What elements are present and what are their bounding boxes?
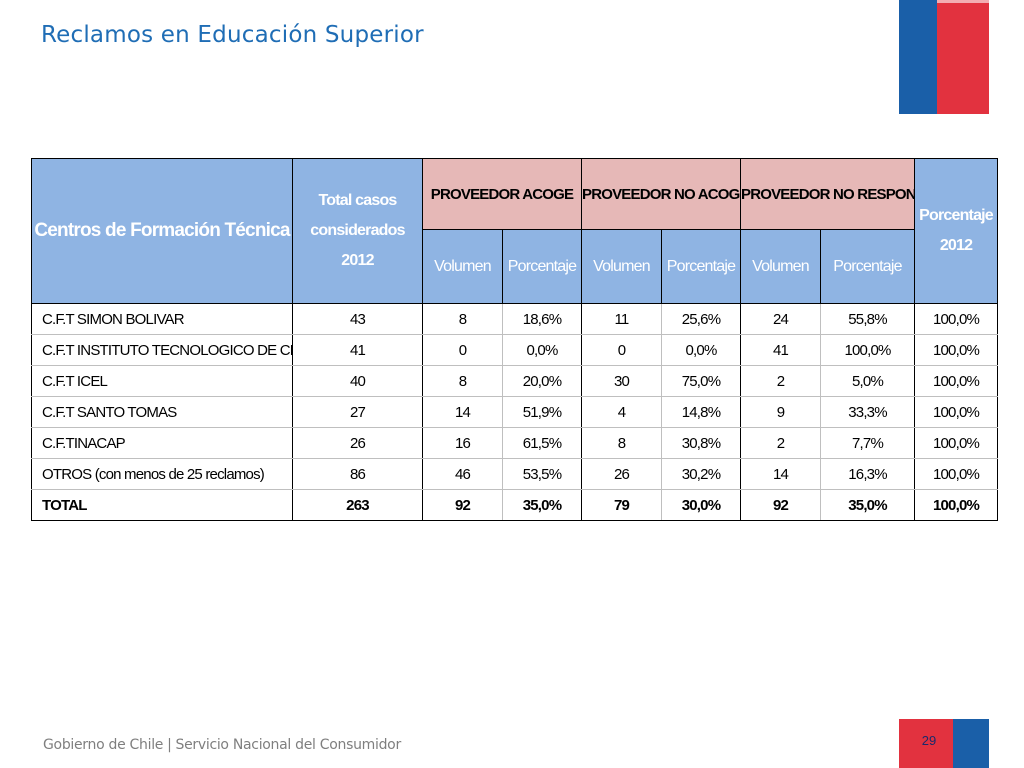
row-name: C.F.T INSTITUTO TECNOLOGICO DE CHILE: [31, 334, 293, 366]
row-acoge-porcentaje: 20,0%: [502, 365, 582, 397]
row-porcentaje-2012: 100,0%: [914, 365, 999, 397]
row-no-responde-porcentaje: 5,0%: [819, 365, 916, 397]
table-row: OTROS (con menos de 25 reclamos) 86 46 5…: [31, 458, 999, 490]
header-proveedor-acoge: PROVEEDOR ACOGE: [422, 158, 582, 230]
row-no-acoge-volumen: 0: [581, 334, 662, 366]
row-porcentaje-2012: 100,0%: [914, 396, 999, 428]
row-porcentaje-2012: 100,0%: [914, 334, 999, 366]
row-acoge-volumen: 8: [422, 303, 503, 335]
complaints-table: Centros de Formación Técnica Total casos…: [31, 158, 999, 521]
row-no-responde-porcentaje: 7,7%: [819, 427, 916, 459]
row-no-responde-porcentaje: 16,3%: [819, 458, 916, 490]
table-row-total: TOTAL 263 92 35,0% 79 30,0% 92 35,0% 100…: [31, 489, 999, 521]
row-acoge-volumen: 0: [422, 334, 503, 366]
header-porcentaje: Porcentaje: [661, 229, 741, 304]
row-no-responde-volumen: 2: [740, 427, 821, 459]
row-name: C.F.T SIMON BOLIVAR: [31, 303, 293, 335]
row-no-responde-volumen: 24: [740, 303, 821, 335]
row-name: TOTAL: [31, 489, 293, 521]
footer-sernac: Servicio Nacional del Consumidor: [175, 737, 402, 753]
row-total: 86: [292, 458, 423, 490]
row-no-responde-volumen: 92: [740, 489, 821, 521]
table-body: C.F.T SIMON BOLIVAR 43 8 18,6% 11 25,6% …: [31, 303, 999, 521]
row-no-acoge-porcentaje: 30,0%: [661, 489, 741, 521]
flag-red-stripe: [937, 0, 989, 114]
table-row: C.F.T ICEL 40 8 20,0% 30 75,0% 2 5,0% 10…: [31, 365, 999, 397]
row-no-acoge-porcentaje: 75,0%: [661, 365, 741, 397]
row-acoge-porcentaje: 53,5%: [502, 458, 582, 490]
row-name: OTROS (con menos de 25 reclamos): [31, 458, 293, 490]
row-acoge-volumen: 8: [422, 365, 503, 397]
row-porcentaje-2012: 100,0%: [914, 489, 999, 521]
row-acoge-volumen: 92: [422, 489, 503, 521]
row-total: 26: [292, 427, 423, 459]
row-no-responde-porcentaje: 33,3%: [819, 396, 916, 428]
row-no-acoge-porcentaje: 0,0%: [661, 334, 741, 366]
row-no-acoge-porcentaje: 25,6%: [661, 303, 741, 335]
footer-separator: |: [167, 737, 172, 753]
footer-gobierno: Gobierno de Chile: [43, 737, 164, 753]
header-centros: Centros de Formación Técnica: [31, 158, 293, 304]
header-volumen: Volumen: [581, 229, 662, 304]
row-no-acoge-volumen: 11: [581, 303, 662, 335]
row-porcentaje-2012: 100,0%: [914, 303, 999, 335]
header-volumen: Volumen: [740, 229, 821, 304]
row-no-acoge-volumen: 26: [581, 458, 662, 490]
row-no-acoge-porcentaje: 30,2%: [661, 458, 741, 490]
header-volumen: Volumen: [422, 229, 503, 304]
header-porcentaje: Porcentaje: [819, 229, 916, 304]
row-no-responde-porcentaje: 55,8%: [819, 303, 916, 335]
header-porcentaje: Porcentaje: [502, 229, 582, 304]
table-row: C.F.T INSTITUTO TECNOLOGICO DE CHILE 41 …: [31, 334, 999, 366]
header-proveedor-no-responde: PROVEEDOR NO RESPONDE: [739, 158, 916, 230]
row-porcentaje-2012: 100,0%: [914, 458, 999, 490]
header-total-casos: Total casos considerados 2012: [292, 158, 423, 304]
row-no-acoge-volumen: 4: [581, 396, 662, 428]
header-proveedor-no-acoge: PROVEEDOR NO ACOGE: [581, 158, 741, 230]
header-row-sub: Volumen Porcentaje Volumen Porcentaje Vo…: [32, 229, 998, 304]
row-acoge-porcentaje: 61,5%: [502, 427, 582, 459]
row-name: C.F.T ICEL: [31, 365, 293, 397]
row-name: C.F.TINACAP: [31, 427, 293, 459]
row-no-responde-porcentaje: 35,0%: [819, 489, 916, 521]
row-acoge-volumen: 14: [422, 396, 503, 428]
row-no-acoge-volumen: 8: [581, 427, 662, 459]
table-row: C.F.TINACAP 26 16 61,5% 8 30,8% 2 7,7% 1…: [31, 427, 999, 459]
table-row: C.F.T SIMON BOLIVAR 43 8 18,6% 11 25,6% …: [31, 303, 999, 335]
row-no-responde-volumen: 9: [740, 396, 821, 428]
page-number: 29: [921, 733, 937, 748]
row-no-responde-volumen: 41: [740, 334, 821, 366]
row-acoge-volumen: 46: [422, 458, 503, 490]
row-no-responde-volumen: 2: [740, 365, 821, 397]
row-no-acoge-porcentaje: 14,8%: [661, 396, 741, 428]
row-no-acoge-volumen: 79: [581, 489, 662, 521]
footer-text: Gobierno de Chile | Servicio Nacional del …: [43, 737, 401, 753]
row-name: C.F.T SANTO TOMAS: [31, 396, 293, 428]
row-no-acoge-porcentaje: 30,8%: [661, 427, 741, 459]
flag-blue-stripe: [899, 0, 937, 114]
row-total: 27: [292, 396, 423, 428]
row-total: 43: [292, 303, 423, 335]
page-number-red-block: [899, 719, 953, 768]
table-row: C.F.T SANTO TOMAS 27 14 51,9% 4 14,8% 9 …: [31, 396, 999, 428]
header-row-groups: Centros de Formación Técnica Total casos…: [31, 158, 999, 304]
row-no-responde-porcentaje: 100,0%: [819, 334, 916, 366]
row-total: 41: [292, 334, 423, 366]
header-porcentaje-2012: Porcentaje 2012: [914, 158, 999, 304]
row-acoge-porcentaje: 0,0%: [502, 334, 582, 366]
table-header: Centros de Formación Técnica Total casos…: [31, 158, 999, 304]
page-number-blue-block: [953, 719, 989, 768]
row-acoge-porcentaje: 35,0%: [502, 489, 582, 521]
row-acoge-volumen: 16: [422, 427, 503, 459]
row-acoge-porcentaje: 51,9%: [502, 396, 582, 428]
flag-white-edge: [937, 0, 989, 3]
row-no-responde-volumen: 14: [740, 458, 821, 490]
slide-title: Reclamos en Educación Superior: [41, 22, 424, 48]
row-acoge-porcentaje: 18,6%: [502, 303, 582, 335]
row-porcentaje-2012: 100,0%: [914, 427, 999, 459]
row-total: 263: [292, 489, 423, 521]
row-total: 40: [292, 365, 423, 397]
row-no-acoge-volumen: 30: [581, 365, 662, 397]
